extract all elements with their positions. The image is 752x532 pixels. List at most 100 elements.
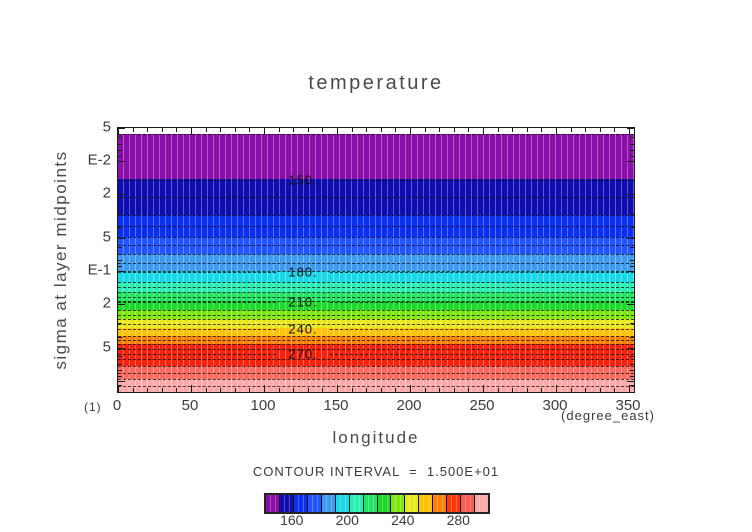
contour-line	[118, 359, 634, 360]
colorbar-block	[363, 495, 378, 512]
contour-line-labeled	[330, 302, 634, 303]
y-axis-tick	[627, 380, 634, 382]
x-axis-tick	[293, 388, 295, 392]
y-axis-minor-tick	[118, 265, 122, 267]
x-tick-label: 200	[396, 397, 422, 414]
x-axis-tick	[366, 388, 368, 392]
x-axis-tick	[483, 385, 484, 392]
x-axis-tick	[147, 128, 149, 132]
y-axis-minor-tick	[630, 227, 634, 229]
y-axis-minor-tick	[630, 385, 634, 387]
x-axis-tick	[380, 128, 382, 132]
y-tick-label: E-1	[87, 261, 111, 279]
y-axis-minor-tick	[118, 370, 122, 372]
x-axis-tick	[556, 128, 557, 135]
contour-line	[118, 349, 634, 350]
contour-line-labeled	[118, 302, 276, 303]
x-axis-tick	[424, 128, 426, 132]
x-axis-tick	[249, 128, 251, 132]
x-axis-tick	[541, 388, 543, 392]
x-tick-label: 250	[469, 397, 495, 414]
y-axis-minor-tick	[630, 213, 634, 215]
y-axis-minor-tick	[118, 356, 122, 358]
chart-title: temperature	[308, 72, 444, 94]
contour-line-labeled	[330, 180, 634, 181]
y-axis-minor-tick	[118, 336, 122, 338]
y-axis-tick	[118, 303, 125, 305]
contour-line-labeled	[330, 272, 634, 273]
y-axis-tick	[627, 161, 634, 162]
y-axis-tick	[118, 128, 125, 129]
colorbar-tick-label: 160	[280, 512, 304, 528]
y-tick-label: 2	[102, 184, 111, 202]
x-axis-tick	[410, 385, 411, 392]
x-axis-tick	[191, 385, 192, 392]
colorbar-block	[461, 495, 476, 512]
colorbar-block	[279, 495, 294, 512]
x-axis-tick	[205, 388, 207, 392]
y-axis-tick	[627, 270, 634, 272]
y-axis-minor-tick	[630, 144, 634, 146]
y-axis-tick	[627, 194, 634, 195]
x-axis-tick	[570, 128, 572, 132]
x-axis-tick	[176, 128, 178, 132]
colorbar-block	[335, 495, 350, 512]
y-axis-minor-tick	[118, 323, 122, 325]
y-axis-minor-tick	[630, 246, 634, 248]
contour-line-labeled	[118, 328, 276, 330]
y-axis-minor-tick	[630, 156, 634, 157]
x-axis-tick	[453, 388, 455, 392]
contour-label: 240.	[288, 321, 318, 336]
x-axis-tick	[570, 388, 572, 392]
y-axis-tick	[118, 347, 125, 349]
contour-line	[118, 372, 634, 374]
x-axis-tick	[483, 128, 484, 135]
contour-line-labeled	[330, 354, 634, 355]
colorbar-block	[419, 495, 434, 512]
contour-line-labeled	[330, 328, 634, 330]
x-axis-tick	[220, 388, 222, 392]
x-axis-tick	[541, 128, 543, 132]
x-axis-tick	[497, 388, 499, 392]
y-axis-minor-tick	[630, 323, 634, 325]
y-tick-label: 5	[102, 118, 111, 136]
x-tick-label: 350	[615, 397, 641, 414]
colorbar-block	[377, 495, 392, 512]
contour-line	[118, 314, 634, 316]
x-axis-tick	[234, 128, 236, 132]
x-axis-tick	[366, 128, 368, 132]
y-tick-label: 2	[102, 294, 111, 312]
x-axis-tick	[337, 128, 338, 135]
contour-label: 210.	[288, 294, 318, 310]
x-axis-tick	[264, 128, 265, 135]
temperature-band	[118, 301, 634, 310]
x-axis-tick	[322, 128, 324, 132]
contour-line	[118, 301, 634, 302]
y-axis-minor-tick	[118, 253, 122, 255]
x-axis-tick	[585, 128, 587, 132]
x-axis-tick	[380, 388, 382, 392]
x-axis-tick	[264, 385, 265, 392]
x-axis-tick	[629, 385, 630, 392]
contour-line	[118, 323, 634, 325]
colorbar-tick-label: 240	[391, 512, 415, 528]
y-axis-tick	[627, 237, 634, 239]
contour-line	[118, 287, 634, 288]
x-axis-tick	[424, 388, 426, 392]
colorbar-block	[349, 495, 364, 512]
x-axis-tick	[351, 388, 353, 392]
y-axis-minor-tick	[118, 213, 122, 215]
y-axis-title: sigma at layer midpoints	[51, 150, 70, 370]
x-axis-title: longitude	[332, 428, 420, 447]
y-axis-minor-tick	[118, 260, 122, 262]
temperature-band	[118, 328, 634, 336]
colorbar-block	[266, 495, 280, 512]
contour-line	[118, 134, 634, 135]
x-tick-label: 50	[181, 397, 199, 414]
temperature-band	[118, 134, 634, 179]
colorbar-block	[475, 495, 488, 512]
contour-label: 270.	[288, 346, 318, 362]
temperature-band	[118, 292, 634, 301]
x-axis-tick	[410, 128, 411, 135]
